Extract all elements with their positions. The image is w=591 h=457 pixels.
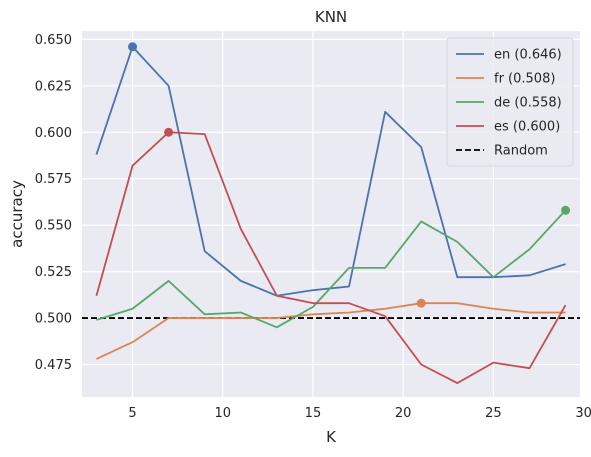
y-tick-label: 0.600 <box>35 126 72 141</box>
x-axis-label: K <box>326 428 337 446</box>
x-tick-label: 10 <box>214 406 231 421</box>
y-tick-labels: 0.475 0.500 0.525 0.550 0.575 0.600 0.625 0.650 <box>35 33 72 373</box>
y-tick-label: 0.525 <box>35 265 72 280</box>
y-tick-label: 0.500 <box>35 312 72 327</box>
series-layer <box>95 42 571 384</box>
x-tick-label: 25 <box>485 406 502 421</box>
y-tick-label: 0.575 <box>35 172 72 187</box>
best-point-en <box>128 42 138 52</box>
legend-label: en (0.646) <box>494 48 562 63</box>
chart-title: KNN <box>315 8 347 26</box>
x-tick-labels: 5 10 15 20 25 30 <box>128 406 591 421</box>
series-line-fr <box>96 302 566 360</box>
legend-label: fr (0.508) <box>494 72 555 87</box>
legend-label: es (0.600) <box>494 120 560 135</box>
y-tick-label: 0.475 <box>35 358 72 373</box>
y-tick-label: 0.625 <box>35 79 72 94</box>
legend-label: Random <box>494 144 548 159</box>
x-tick-label: 15 <box>305 406 322 421</box>
y-tick-label: 0.650 <box>35 33 72 48</box>
best-point-fr <box>416 298 426 308</box>
x-tick-label: 20 <box>395 406 412 421</box>
x-tick-label: 5 <box>128 406 136 421</box>
legend-box <box>446 37 574 167</box>
legend: en (0.646) fr (0.508) de (0.558) es (0.600)… <box>446 37 574 167</box>
y-axis-label: accuracy <box>8 180 26 248</box>
best-point-de <box>561 205 571 215</box>
x-tick-label: 30 <box>575 406 591 421</box>
best-point-es <box>164 127 174 137</box>
y-tick-label: 0.550 <box>35 219 72 234</box>
series-line-de <box>96 209 567 329</box>
series-line-es <box>95 131 567 384</box>
legend-label: de (0.558) <box>494 96 562 111</box>
